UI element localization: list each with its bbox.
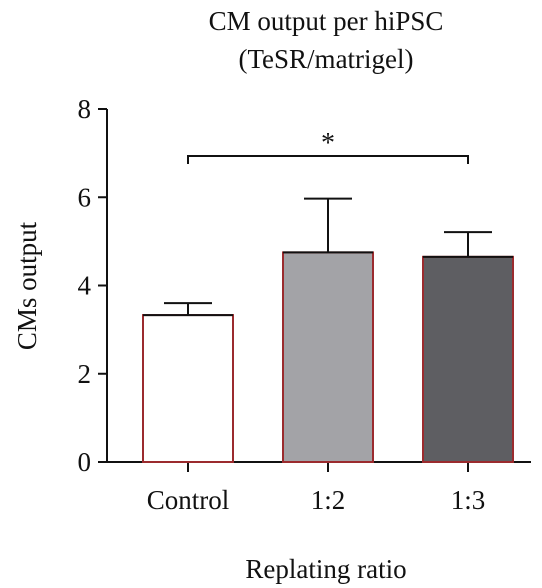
y-tick-label-8: 8 [78,94,92,124]
chart-title-line1: CM output per hiPSC [209,6,444,36]
x-tick-label-0: Control [147,485,230,515]
y-axis-label: CMs output [12,221,42,350]
bar-2 [422,255,514,463]
x-axis-label: Replating ratio [245,554,406,584]
axes: 0 2 4 6 8 Control 1:2 1:3 [78,94,531,515]
y-tick-label-2: 2 [78,359,92,389]
y-tick-label-6: 6 [78,182,92,212]
x-tick-label-2: 1:3 [451,485,486,515]
y-tick-label-0: 0 [78,447,92,477]
bars [142,251,514,463]
x-tick-label-1: 1:2 [311,485,346,515]
chart-title-line2: (TeSR/matrigel) [238,44,413,74]
y-tick-label-4: 4 [78,271,92,301]
bar-1 [282,251,374,463]
bar-0 [142,314,234,463]
significance-line [187,155,469,164]
significance-bracket: * [187,128,469,164]
error-bars [164,197,492,316]
significance-star: * [321,128,335,159]
